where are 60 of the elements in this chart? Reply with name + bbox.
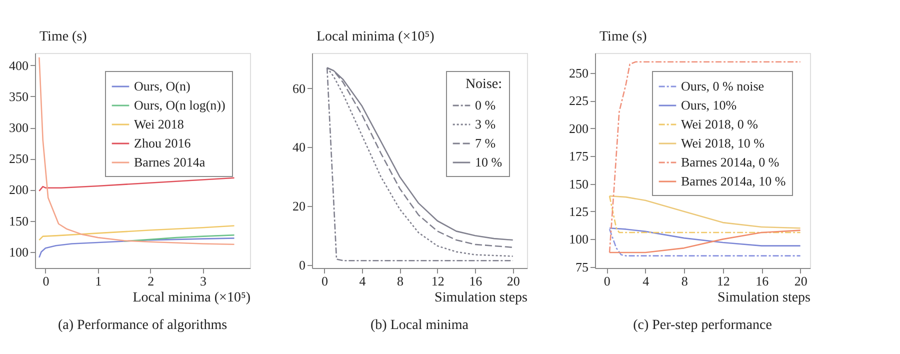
legend-label: Ours, 0 % noise [681,78,764,94]
legend-label: Wei 2018, 0 % [681,116,758,132]
y-tick-label: 300 [9,120,28,136]
legend-label: 3 % [475,116,496,132]
x-tick-label: 12 [716,274,730,288]
x-tick-label: 8 [681,274,688,288]
x-tick-label: 1 [95,274,102,288]
x-tick-label: 12 [431,274,444,288]
legend-label: Zhou 2016 [134,136,192,150]
x-axis-title: Simulation steps [434,290,528,306]
text: (b) Local minima [370,318,470,333]
x-tick-label: 20 [794,274,808,288]
legend-label: 10 % [475,154,502,170]
y-tick-label: 100 [569,232,588,247]
legend-label: 7 % [475,136,496,150]
y-axis-title: Time (s) [40,30,88,44]
x-tick-label: 3 [200,274,207,288]
x-tick-label: 20 [506,274,520,288]
y-tick-label: 150 [9,213,28,228]
legend-label: Barnes 2014a, 0 % [681,154,780,170]
y-tick-label: 60 [292,80,306,96]
x-axis-title: Local minima (×10⁵) [132,290,251,306]
y-tick-label: 40 [292,140,306,155]
legend-title: Noise: [465,77,502,92]
y-tick-label: 125 [569,204,588,219]
x-tick-label: 16 [469,274,483,288]
x-tick-label: 4 [642,274,650,288]
y-tick-label: 75 [576,259,588,274]
x-tick-label: 0 [604,274,610,288]
y-axis-title: Local minima (×10⁵) [316,30,435,44]
y-tick-label: 100 [9,244,28,260]
legend-label: Ours, O(n) [134,78,190,94]
legend-label: Ours, 10% [681,98,737,112]
y-tick-label: 0 [299,258,306,273]
legend-label: Barnes 2014a [134,154,206,170]
y-tick-label: 250 [9,151,28,166]
legend-label: 0 % [475,98,496,112]
y-tick-label: 250 [569,65,588,80]
legend-label: Wei 2018 [134,116,184,132]
legend-label: Ours, O(n log(n)) [134,98,226,112]
x-tick-label: 4 [359,274,366,288]
y-axis-title: Time (s) [600,30,648,44]
y-tick-label: 175 [569,148,588,164]
y-tick-label: 200 [9,182,28,198]
legend-label: Wei 2018, 10 % [681,136,765,150]
y-tick-label: 350 [9,88,28,104]
x-tick-label: 16 [756,274,770,288]
y-tick-label: 20 [292,198,306,214]
text: (c) Per-step performance [633,318,772,333]
y-tick-label: 400 [9,58,28,73]
x-tick-label: 0 [322,274,328,288]
text: (a) Performance of algorithms [58,318,228,333]
y-tick-label: 200 [569,120,588,136]
x-tick-label: 8 [396,274,404,288]
y-tick-label: 150 [569,176,588,192]
y-tick-label: 225 [569,93,588,108]
x-axis-title: Simulation steps [718,290,810,306]
x-tick-label: 0 [42,274,50,288]
x-tick-label: 2 [148,274,154,288]
legend-label: Barnes 2014a, 10 % [681,174,786,188]
